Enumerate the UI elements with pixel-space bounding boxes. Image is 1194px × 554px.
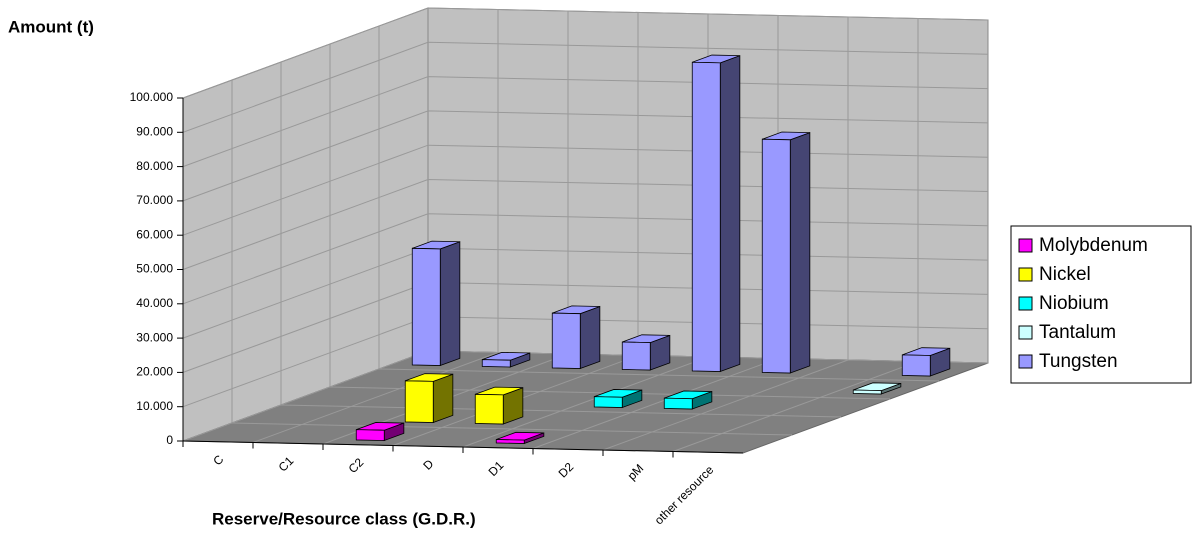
bar xyxy=(495,431,545,445)
bar-front xyxy=(621,341,651,371)
bar-front xyxy=(551,312,581,369)
x-axis-label: Reserve/Resource class (G.D.R.) xyxy=(212,509,476,528)
x-tick-label: D1 xyxy=(486,458,507,479)
bar-side xyxy=(579,305,601,370)
bar xyxy=(404,373,454,424)
y-tick-label: 90.000 xyxy=(136,124,173,138)
y-axis-label: Amount (t) xyxy=(8,17,94,36)
row-grid xyxy=(280,62,842,418)
y-tick-label: 100.000 xyxy=(130,90,174,104)
y-tick-label: 0 xyxy=(166,433,173,447)
bar-front xyxy=(495,439,525,444)
bar-side xyxy=(789,132,811,374)
bar xyxy=(593,389,643,409)
legend-swatch xyxy=(1018,325,1033,340)
y-tick-label: 80.000 xyxy=(136,159,173,173)
legend-box xyxy=(1010,225,1192,384)
category-grid xyxy=(602,17,849,451)
bar-front xyxy=(901,354,931,377)
x-tick-label: C xyxy=(210,452,226,468)
x-tick-label: D2 xyxy=(556,459,577,480)
row-grid xyxy=(231,80,793,436)
bar xyxy=(761,131,811,374)
x-tick-label: pM xyxy=(625,461,647,483)
legend-swatch xyxy=(1018,267,1033,282)
row-grid xyxy=(378,26,940,382)
grid-line xyxy=(182,7,989,99)
bar-front xyxy=(474,393,504,425)
x-tick-label: D xyxy=(420,456,436,472)
y-tick-label: 60.000 xyxy=(136,227,173,241)
legend-label: Niobium xyxy=(1039,293,1109,314)
legend-label: Nickel xyxy=(1039,264,1091,285)
bar-front xyxy=(593,396,623,408)
legend-label: Tantalum xyxy=(1039,322,1116,343)
bar-front xyxy=(691,61,721,372)
grid-line xyxy=(182,76,989,168)
bar-front xyxy=(761,138,791,374)
bar-front xyxy=(355,429,385,441)
legend-swatch xyxy=(1018,354,1033,369)
legend: Molybdenum Nickel Niobium Tantalum Tungsten xyxy=(1010,225,1192,384)
x-tick-label: C1 xyxy=(276,453,297,474)
bar-side xyxy=(439,241,461,367)
bar-side xyxy=(719,55,741,373)
x-tick-label: other resource xyxy=(652,462,717,527)
bar-front xyxy=(411,247,441,366)
grid-line xyxy=(182,41,989,133)
bar-front xyxy=(663,397,693,410)
bar-front xyxy=(852,389,882,395)
legend-swatch xyxy=(1018,296,1033,311)
y-tick-label: 40.000 xyxy=(136,296,173,310)
bar xyxy=(355,422,405,442)
bar xyxy=(481,351,531,368)
grid-line xyxy=(182,110,989,202)
category-grid xyxy=(252,9,499,443)
bar-front xyxy=(481,359,511,368)
bar xyxy=(901,347,951,377)
bar xyxy=(474,386,524,425)
legend-label: Molybdenum xyxy=(1039,235,1148,256)
y-tick-label: 10.000 xyxy=(136,399,173,413)
bar xyxy=(663,390,713,410)
bar-side xyxy=(432,373,454,424)
y-tick-label: 50.000 xyxy=(136,262,173,276)
bar xyxy=(411,240,461,367)
y-tick-label: 70.000 xyxy=(136,193,173,207)
bar xyxy=(691,54,741,373)
legend-label: Tungsten xyxy=(1039,351,1118,372)
y-tick-label: 20.000 xyxy=(136,365,173,379)
bar xyxy=(551,305,601,370)
bar xyxy=(621,334,671,371)
bar-front xyxy=(404,380,434,423)
legend-swatch xyxy=(1018,238,1033,253)
y-tick-label: 30.000 xyxy=(136,330,173,344)
x-tick-label: C2 xyxy=(346,455,367,476)
bar xyxy=(852,382,902,395)
